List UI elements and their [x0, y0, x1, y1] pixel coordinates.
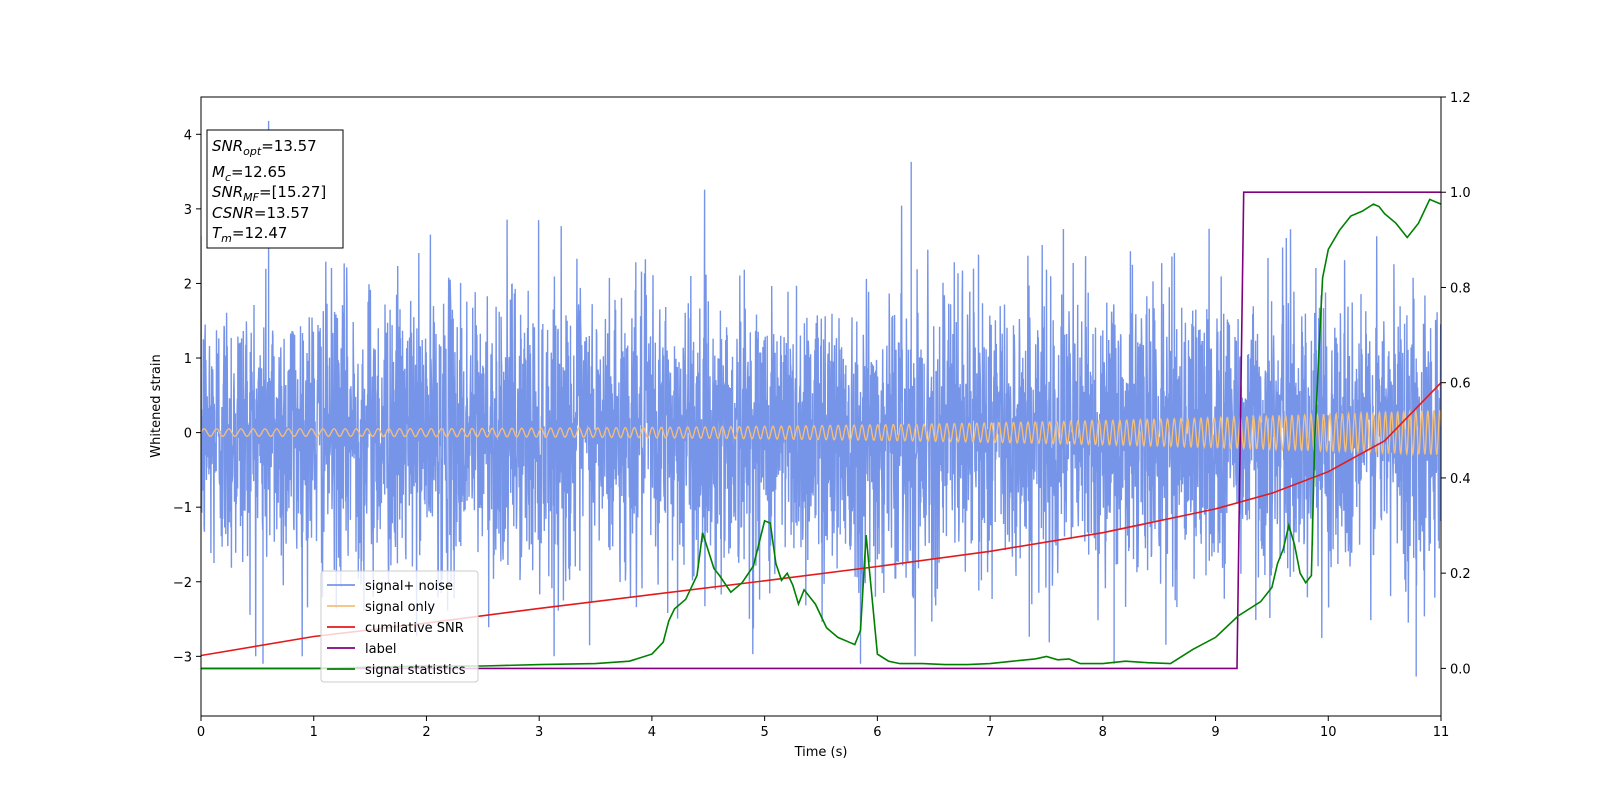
legend: signal+ noise signal only cumilative SNR…: [320, 570, 479, 683]
y2-tick-label: 0.0: [1450, 662, 1471, 677]
y-tick-label: 0: [184, 427, 192, 442]
x-axis-label: Time (s): [794, 745, 848, 760]
info-box: SNRopt=13.57 Mc=12.65 SNRMF=[15.27] CSNR…: [206, 129, 344, 249]
x-tick-label: 5: [760, 725, 768, 740]
legend-label-label: label: [365, 642, 396, 657]
x-tick-label: 9: [1211, 725, 1219, 740]
y-axis-label: Whitened strain: [149, 354, 164, 457]
y2-tick-label: 0.2: [1450, 567, 1471, 582]
series-label: [201, 191, 1441, 670]
series-signal-noise: [201, 120, 1441, 677]
info-mc: Mc=12.65: [212, 163, 287, 184]
legend-label-signal-noise: signal+ noise: [365, 579, 453, 594]
y-axis-right: 0.0 0.2 0.4 0.6 0.8 1.0 1.2: [1441, 91, 1471, 677]
legend-label-signal-only: signal only: [365, 600, 435, 615]
y-tick-label: −2: [173, 576, 192, 591]
legend-label-signal-statistics: signal statistics: [365, 663, 466, 678]
y2-tick-label: 1.0: [1450, 186, 1471, 201]
info-box-frame: [206, 129, 344, 249]
info-snr-mf: SNRMF=[15.27]: [212, 183, 326, 204]
y2-tick-label: 0.8: [1450, 281, 1471, 296]
y-tick-label: 4: [184, 128, 192, 143]
x-tick-label: 8: [1099, 725, 1107, 740]
series-signal-statistics: [201, 198, 1441, 670]
y-tick-label: 1: [184, 352, 192, 367]
y-tick-label: −3: [173, 650, 192, 665]
y2-tick-label: 1.2: [1450, 91, 1471, 106]
info-tm: Tm=12.47: [212, 224, 287, 245]
series-signal-only: [201, 408, 1441, 457]
x-tick-label: 1: [310, 725, 318, 740]
x-tick-label: 3: [535, 725, 543, 740]
x-axis: 0 1 2 3 4 5 6 7 8 9 10 11: [197, 716, 1449, 740]
x-tick-label: 6: [873, 725, 881, 740]
plot-frame: [200, 96, 1442, 717]
y2-tick-label: 0.4: [1450, 472, 1471, 487]
x-tick-label: 7: [986, 725, 994, 740]
y-axis-left: −3 −2 −1 0 1 2 3 4: [173, 128, 201, 665]
x-tick-label: 2: [422, 725, 430, 740]
info-csnr: CSNR=13.57: [212, 204, 309, 222]
legend-label-cumulative-snr: cumilative SNR: [365, 621, 464, 636]
y-tick-label: 2: [184, 277, 192, 292]
x-tick-label: 10: [1320, 725, 1337, 740]
y2-tick-label: 0.6: [1450, 377, 1471, 392]
legend-frame: [320, 570, 479, 683]
y-tick-label: 3: [184, 203, 192, 218]
x-tick-label: 0: [197, 725, 205, 740]
info-snr-opt: SNRopt=13.57: [212, 137, 317, 158]
y-tick-label: −1: [173, 501, 192, 516]
x-tick-label: 11: [1433, 725, 1450, 740]
x-tick-label: 4: [648, 725, 656, 740]
